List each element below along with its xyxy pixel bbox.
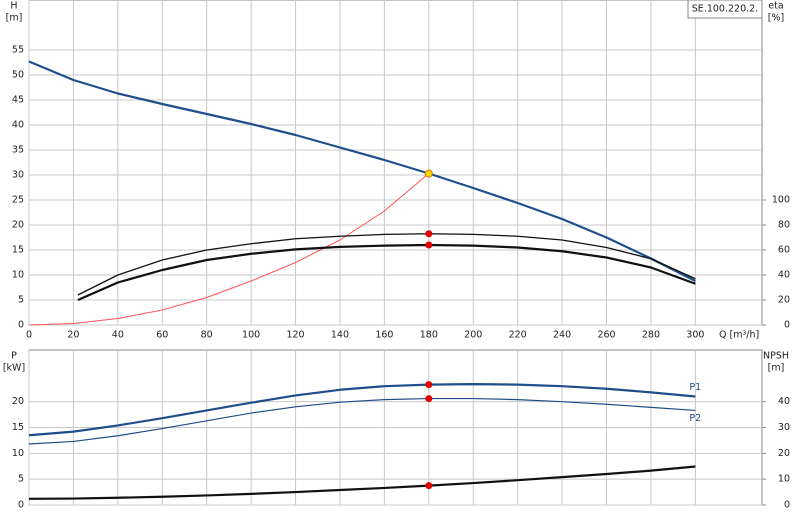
y2-tick-label: 20 xyxy=(778,295,790,306)
y2-tick-label: 40 xyxy=(778,270,790,281)
y-tick-label: 40 xyxy=(12,120,24,131)
y-axis-label: H xyxy=(10,1,17,12)
y-tick-label: 15 xyxy=(12,422,24,433)
x-tick-label: 120 xyxy=(286,330,304,341)
y-tick-label: 0 xyxy=(18,500,24,511)
y2-tick-label: 20 xyxy=(778,448,790,459)
x-tick-label: 280 xyxy=(642,330,660,341)
curve xyxy=(28,173,430,326)
x-tick-label: 0 xyxy=(26,330,32,341)
y-tick-label: 10 xyxy=(12,448,24,459)
x-tick-label: 220 xyxy=(509,330,527,341)
y-tick-label: 5 xyxy=(18,474,24,485)
curve xyxy=(77,233,696,296)
x-tick-label: 80 xyxy=(201,330,213,341)
x-tick-label: 260 xyxy=(597,330,615,341)
y2-tick-label: 80 xyxy=(778,220,790,231)
y2-tick-label: 40 xyxy=(778,396,790,407)
y-tick-label: 45 xyxy=(12,95,24,106)
y-tick-label: 25 xyxy=(12,195,24,206)
x-tick-label: 240 xyxy=(553,330,571,341)
y-tick-label: 0 xyxy=(18,320,24,331)
curve xyxy=(28,383,696,437)
x-tick-label: 200 xyxy=(464,330,482,341)
y2-axis-unit: [%] xyxy=(768,13,784,24)
operating-point xyxy=(425,482,433,490)
curve xyxy=(28,465,696,500)
y2-tick-label: 10 xyxy=(778,474,790,485)
model-box xyxy=(687,0,763,19)
y2-tick-label: 60 xyxy=(778,245,790,256)
curve xyxy=(77,243,696,302)
y2-axis-label: NPSH xyxy=(763,351,789,362)
y2-tick-label: 30 xyxy=(778,422,790,433)
x-tick-label: 140 xyxy=(331,330,349,341)
y-tick-label: 30 xyxy=(12,170,24,181)
x-tick-label: 20 xyxy=(67,330,79,341)
y-tick-label: 15 xyxy=(12,245,24,256)
curve xyxy=(28,60,696,282)
operating-point xyxy=(425,381,433,389)
x-tick-label: 40 xyxy=(112,330,124,341)
operating-point xyxy=(425,230,433,238)
y2-tick-label: 100 xyxy=(772,195,790,206)
y-tick-label: 20 xyxy=(12,396,24,407)
operating-point xyxy=(425,395,433,403)
curve-label: P1 xyxy=(689,382,701,393)
x-tick-label: 100 xyxy=(242,330,260,341)
y-tick-label: 55 xyxy=(12,45,24,56)
x-tick-label: 180 xyxy=(420,330,438,341)
y2-axis-label: eta xyxy=(768,1,783,12)
y-tick-label: 10 xyxy=(12,270,24,281)
x-tick-label: 60 xyxy=(156,330,168,341)
y2-tick-label: 0 xyxy=(784,500,790,511)
curve-label: P2 xyxy=(689,413,701,424)
y-tick-label: 20 xyxy=(12,220,24,231)
y-tick-label: 5 xyxy=(18,295,24,306)
curve xyxy=(28,397,696,445)
y-axis-unit: [kW] xyxy=(3,363,25,374)
y2-axis-unit: [m] xyxy=(768,363,785,374)
y-axis-label: P xyxy=(11,351,17,362)
y-tick-label: 35 xyxy=(12,145,24,156)
y-tick-label: 50 xyxy=(12,70,24,81)
operating-point xyxy=(425,241,433,249)
x-axis-label: Q [m³/h] xyxy=(719,330,759,341)
y2-tick-label: 0 xyxy=(784,320,790,331)
operating-point xyxy=(424,169,433,178)
x-tick-label: 160 xyxy=(375,330,393,341)
y-axis-unit: [m] xyxy=(6,13,23,24)
model-label: SE.100.220.2. xyxy=(692,4,758,15)
x-tick-label: 300 xyxy=(686,330,704,341)
